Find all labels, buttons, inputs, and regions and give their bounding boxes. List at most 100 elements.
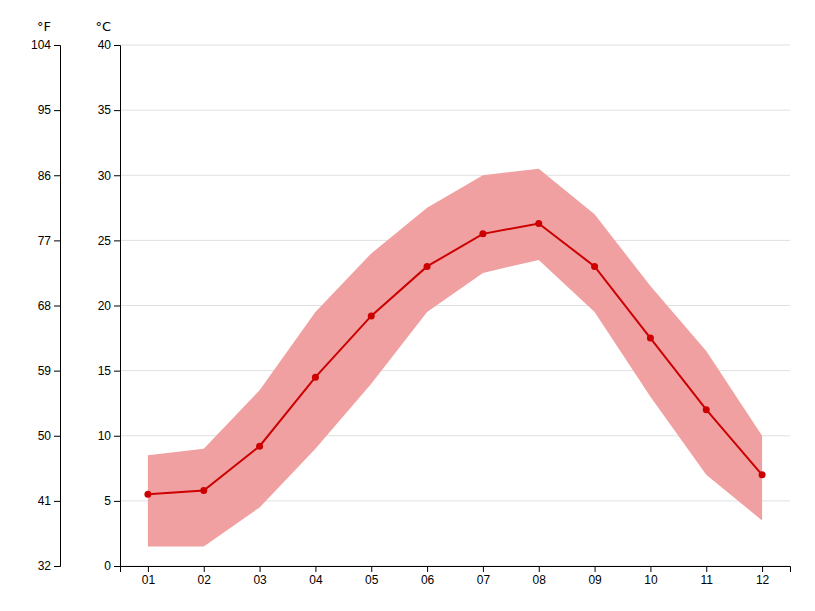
y-axis-tick-label: 5 bbox=[104, 494, 111, 508]
y-axis-title: °C bbox=[95, 19, 111, 34]
y2-axis-tick: 95 bbox=[38, 103, 60, 117]
marker bbox=[647, 335, 654, 342]
x-tick: 04 bbox=[309, 566, 323, 587]
y-axis-tick-label: 25 bbox=[98, 234, 112, 248]
x-tick-label: 06 bbox=[421, 573, 435, 587]
y-axis-tick-mark bbox=[114, 110, 120, 111]
chart: 0102030405060708091011120510152025303540… bbox=[0, 0, 815, 611]
x-axis: 01 02 03 04 05 06 07 08 09 10 11 12 bbox=[121, 566, 791, 587]
grid-line bbox=[120, 305, 790, 306]
grid-line bbox=[120, 175, 790, 176]
x-tick-label: 08 bbox=[533, 573, 547, 587]
y2-axis-tick-label: 86 bbox=[38, 169, 52, 183]
y2-axis-tick-mark bbox=[54, 306, 60, 307]
marker bbox=[200, 487, 207, 494]
y-axis-tick-label: 40 bbox=[98, 38, 112, 52]
grid-line bbox=[120, 45, 790, 46]
grid-line bbox=[120, 110, 790, 111]
marker bbox=[424, 263, 431, 270]
y2-axis-tick-mark bbox=[54, 436, 60, 437]
x-tick-label: 03 bbox=[253, 573, 267, 587]
y-axis-tick-label: 30 bbox=[98, 169, 112, 183]
plot-area bbox=[144, 169, 765, 547]
y-axis-tick-label: 35 bbox=[98, 103, 112, 117]
y-axis-tick: 35 bbox=[98, 103, 120, 117]
y2-axis-tick-label: 95 bbox=[38, 103, 52, 117]
x-tick-label: 12 bbox=[756, 573, 770, 587]
y2-axis-tick: 59 bbox=[38, 364, 60, 378]
x-tick: 10 bbox=[644, 566, 658, 587]
x-tick-label: 02 bbox=[198, 573, 212, 587]
y-axis-tick-mark bbox=[114, 45, 120, 46]
x-tick: 07 bbox=[477, 566, 491, 587]
marker bbox=[479, 230, 486, 237]
x-tick-mark bbox=[762, 566, 763, 572]
x-tick: 09 bbox=[588, 566, 602, 587]
y-axis-tick: 40 bbox=[98, 38, 120, 52]
y-axis-tick: 5 bbox=[104, 494, 120, 508]
y2-axis-tick-mark bbox=[54, 45, 60, 46]
x-tick-mark bbox=[483, 566, 484, 572]
y2-axis-tick: 77 bbox=[38, 234, 60, 248]
x-tick-label: 09 bbox=[588, 573, 602, 587]
marker bbox=[256, 443, 263, 450]
marker bbox=[144, 491, 151, 498]
y-axis-tick: 25 bbox=[98, 234, 120, 248]
y2-axis-title: °F bbox=[37, 19, 51, 34]
y-axis-tick: 10 bbox=[98, 429, 120, 443]
y-axis-tick: 15 bbox=[98, 364, 120, 378]
x-tick-label: 07 bbox=[477, 573, 491, 587]
y2-axis-tick: 50 bbox=[38, 429, 60, 443]
x-tick: 02 bbox=[198, 566, 212, 587]
x-tick: 01 bbox=[142, 566, 156, 587]
y2-axis-tick-mark bbox=[54, 371, 60, 372]
y2-axis-tick: 86 bbox=[38, 169, 60, 183]
y-axis-tick-mark bbox=[114, 436, 120, 437]
y-axis: 0 5 10 15 20 25 30 35 40 bbox=[98, 38, 121, 573]
y-axis-tick-label: 20 bbox=[98, 299, 112, 313]
y2-axis: 32 41 50 59 68 77 86 95 104 bbox=[31, 38, 61, 573]
x-tick-label: 11 bbox=[701, 573, 714, 587]
x-tick-mark bbox=[260, 566, 261, 572]
y2-axis-line bbox=[54, 46, 61, 567]
y2-axis-tick: 32 bbox=[38, 559, 60, 573]
y-axis-tick-mark bbox=[114, 371, 120, 372]
y2-axis-tick-label: 50 bbox=[38, 429, 52, 443]
x-tick-mark bbox=[539, 566, 540, 572]
marker bbox=[312, 374, 319, 381]
x-tick-mark bbox=[427, 566, 428, 572]
y-axis-tick-mark bbox=[114, 306, 120, 307]
x-tick: 06 bbox=[421, 566, 435, 587]
y2-axis-tick: 41 bbox=[38, 494, 60, 508]
y-axis-tick: 0 bbox=[104, 559, 120, 573]
x-tick: 03 bbox=[253, 566, 267, 587]
x-tick-mark bbox=[595, 566, 596, 572]
y-axis-tick: 20 bbox=[98, 299, 120, 313]
y2-axis-tick-label: 104 bbox=[31, 38, 51, 52]
y2-axis-tick-label: 77 bbox=[38, 234, 52, 248]
y2-axis-tick-mark bbox=[54, 566, 60, 567]
grid bbox=[120, 45, 790, 566]
x-tick-mark bbox=[706, 566, 707, 572]
x-tick: 05 bbox=[365, 566, 379, 587]
y2-axis-tick-mark bbox=[54, 110, 60, 111]
x-axis-line bbox=[121, 567, 791, 573]
y2-axis-tick-label: 41 bbox=[38, 494, 52, 508]
x-tick-label: 05 bbox=[365, 573, 379, 587]
x-tick-mark bbox=[650, 566, 651, 572]
y2-axis-tick: 68 bbox=[38, 299, 60, 313]
x-tick-label: 10 bbox=[644, 573, 658, 587]
x-tick-mark bbox=[371, 566, 372, 572]
x-tick: 11 bbox=[701, 566, 714, 587]
x-tick: 12 bbox=[756, 566, 770, 587]
x-tick-mark bbox=[315, 566, 316, 572]
y-axis-tick-mark bbox=[114, 240, 120, 241]
y-axis-tick-label: 15 bbox=[98, 364, 112, 378]
marker bbox=[535, 220, 542, 227]
marker bbox=[591, 263, 598, 270]
x-tick-mark bbox=[204, 566, 205, 572]
marker bbox=[368, 312, 375, 319]
marker bbox=[703, 406, 710, 413]
y-axis-tick-label: 10 bbox=[98, 429, 112, 443]
y2-axis-tick-mark bbox=[54, 501, 60, 502]
